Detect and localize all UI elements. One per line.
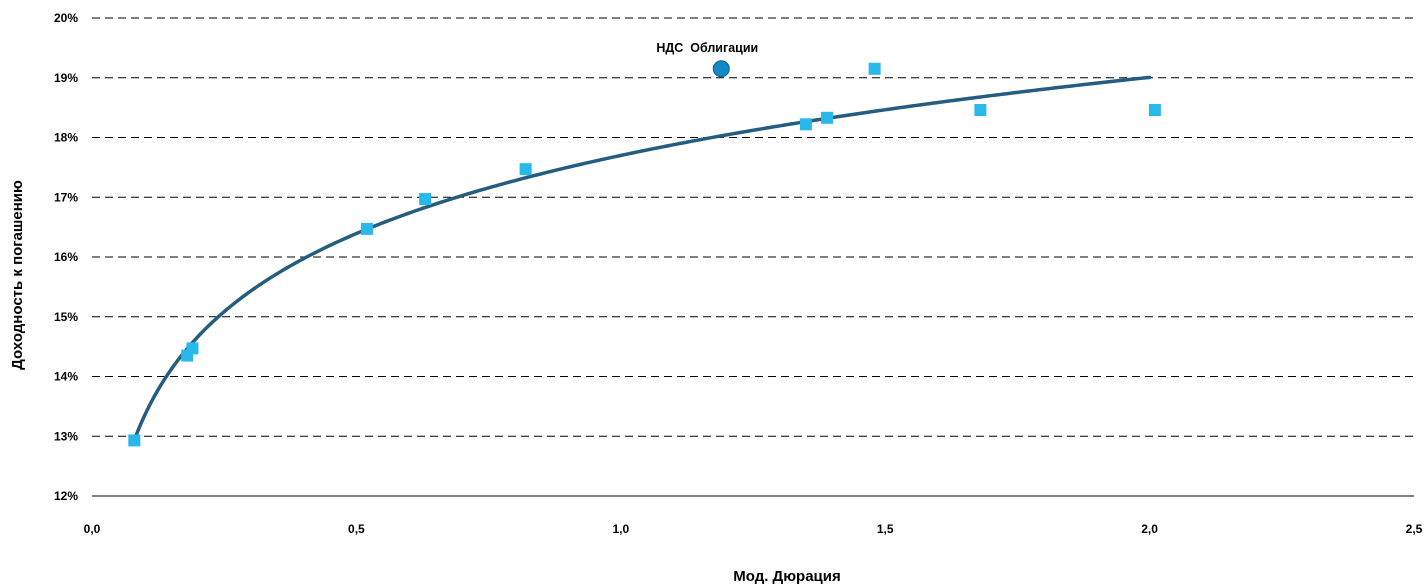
trendline <box>132 75 1152 442</box>
x-tick-label: 1,5 <box>877 522 894 536</box>
data-point-square <box>974 104 987 117</box>
data-point-square <box>1148 104 1161 117</box>
data-points <box>128 60 1161 447</box>
annotation-label: НДС Облигации <box>656 41 758 55</box>
x-tick-label: 2,0 <box>1141 522 1158 536</box>
x-tick-label: 1,0 <box>612 522 629 536</box>
data-point-square <box>128 434 141 447</box>
data-point-square <box>186 342 199 355</box>
data-point-square <box>519 163 532 176</box>
y-tick-label: 12% <box>54 489 78 503</box>
gridlines <box>92 17 1414 437</box>
data-point-square <box>419 193 432 206</box>
y-tick-label: 17% <box>54 190 78 204</box>
data-point-square <box>799 118 812 131</box>
x-tick-label: 0,0 <box>84 522 101 536</box>
data-point-square <box>360 222 373 235</box>
data-point-highlight <box>712 60 730 78</box>
y-tick-label: 16% <box>54 250 78 264</box>
data-point-square <box>868 62 881 75</box>
x-axis-title: Мод. Дюрация <box>733 568 841 585</box>
y-axis-title: Доходность к погашению <box>9 180 26 370</box>
y-tick-label: 14% <box>54 370 78 384</box>
y-tick-label: 19% <box>54 71 78 85</box>
y-tick-label: 15% <box>54 310 78 324</box>
x-tick-label: 0,5 <box>348 522 365 536</box>
y-tick-label: 18% <box>54 131 78 145</box>
y-tick-label: 13% <box>54 429 78 443</box>
x-tick-label: 2,5 <box>1406 522 1423 536</box>
y-tick-label: 20% <box>54 11 78 25</box>
labels: 12% 13% 14% 15% 16% 17% 18% 19% 20% 0,0 0,5 1,0 1,5 2… <box>54 11 1423 536</box>
trendline-group <box>132 75 1152 442</box>
data-point-square <box>821 111 834 124</box>
